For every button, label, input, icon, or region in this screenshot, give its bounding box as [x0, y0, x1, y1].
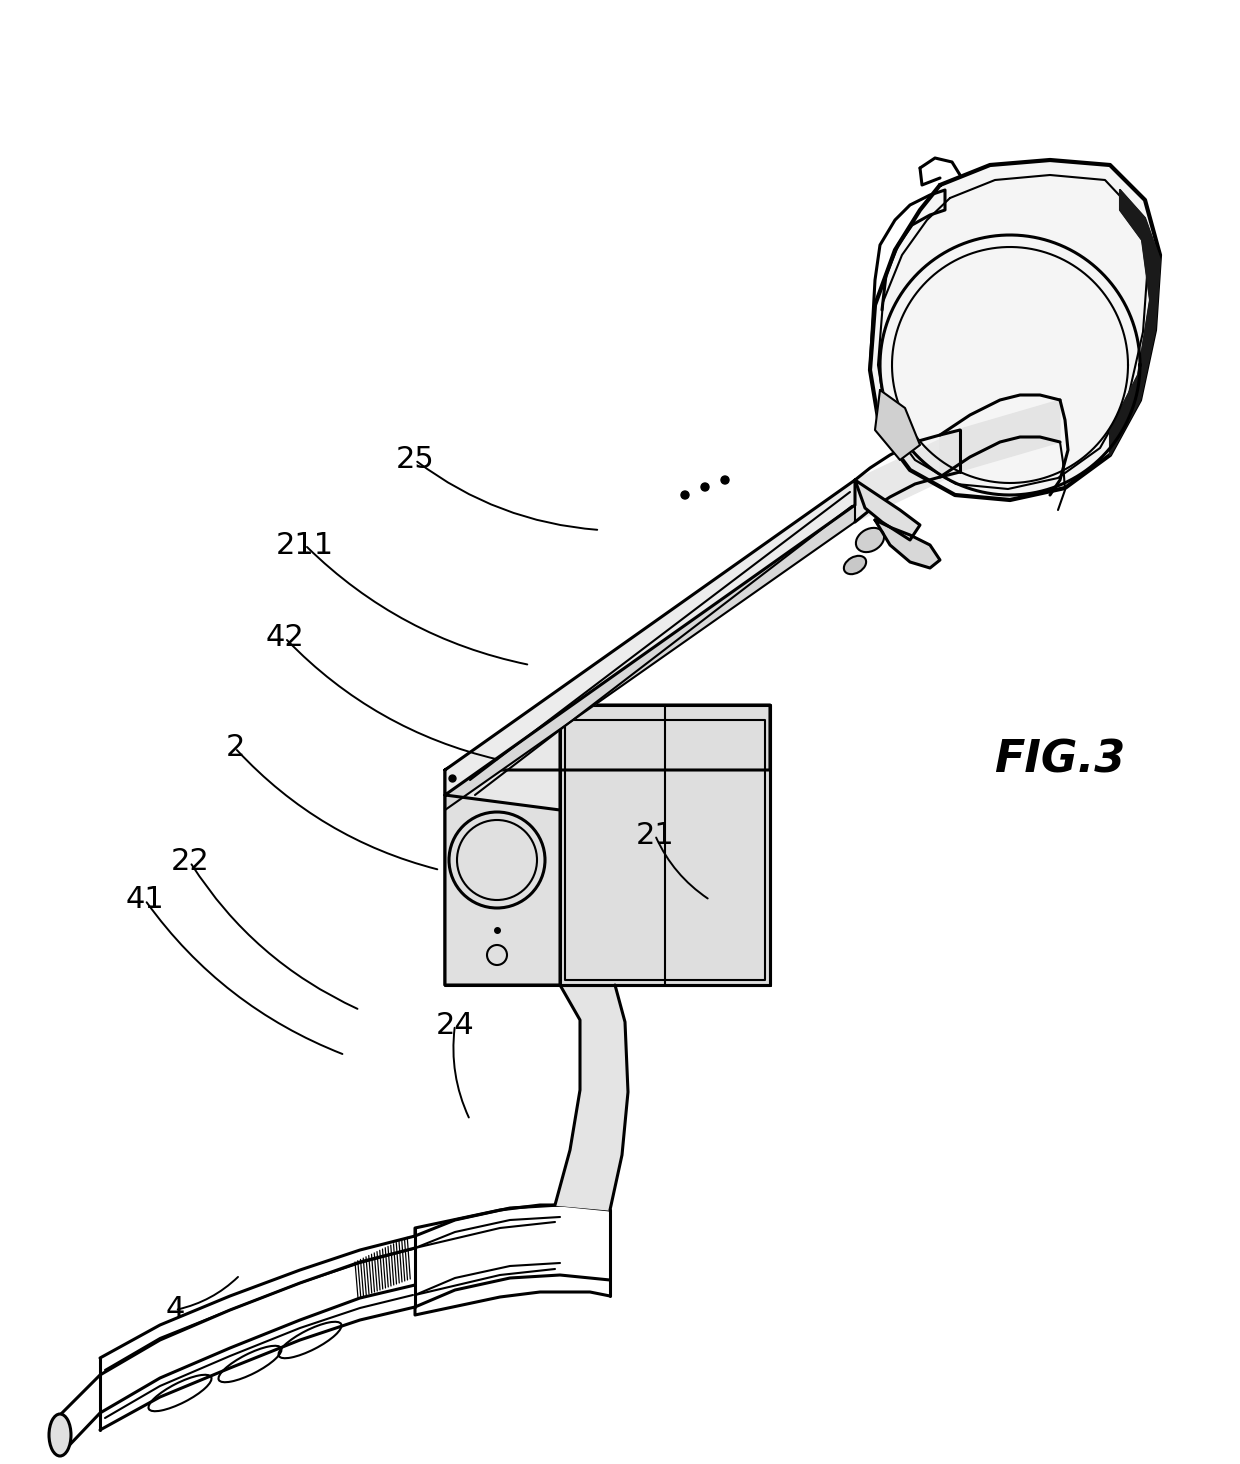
- Polygon shape: [856, 480, 920, 540]
- Circle shape: [701, 483, 709, 490]
- Text: 42: 42: [265, 624, 304, 653]
- Circle shape: [720, 476, 729, 485]
- Text: 41: 41: [125, 886, 165, 915]
- Polygon shape: [445, 795, 560, 985]
- Ellipse shape: [856, 529, 884, 552]
- Polygon shape: [875, 389, 920, 460]
- Text: 4: 4: [165, 1296, 185, 1325]
- Text: 211: 211: [277, 530, 334, 559]
- Polygon shape: [560, 706, 770, 985]
- Ellipse shape: [50, 1414, 71, 1457]
- Polygon shape: [856, 430, 960, 523]
- Polygon shape: [870, 160, 1159, 501]
- Text: 24: 24: [435, 1010, 475, 1039]
- Ellipse shape: [844, 556, 866, 574]
- Polygon shape: [1110, 190, 1159, 455]
- Polygon shape: [940, 400, 1060, 477]
- Polygon shape: [445, 505, 856, 810]
- Polygon shape: [445, 706, 770, 770]
- Polygon shape: [445, 706, 560, 985]
- Circle shape: [681, 490, 689, 499]
- Polygon shape: [556, 985, 627, 1211]
- Text: 25: 25: [396, 445, 434, 474]
- Polygon shape: [875, 520, 940, 568]
- Text: FIG.3: FIG.3: [994, 738, 1126, 782]
- Text: 2: 2: [226, 733, 244, 763]
- Polygon shape: [445, 480, 856, 795]
- Text: 21: 21: [636, 820, 675, 849]
- Text: 22: 22: [171, 848, 210, 877]
